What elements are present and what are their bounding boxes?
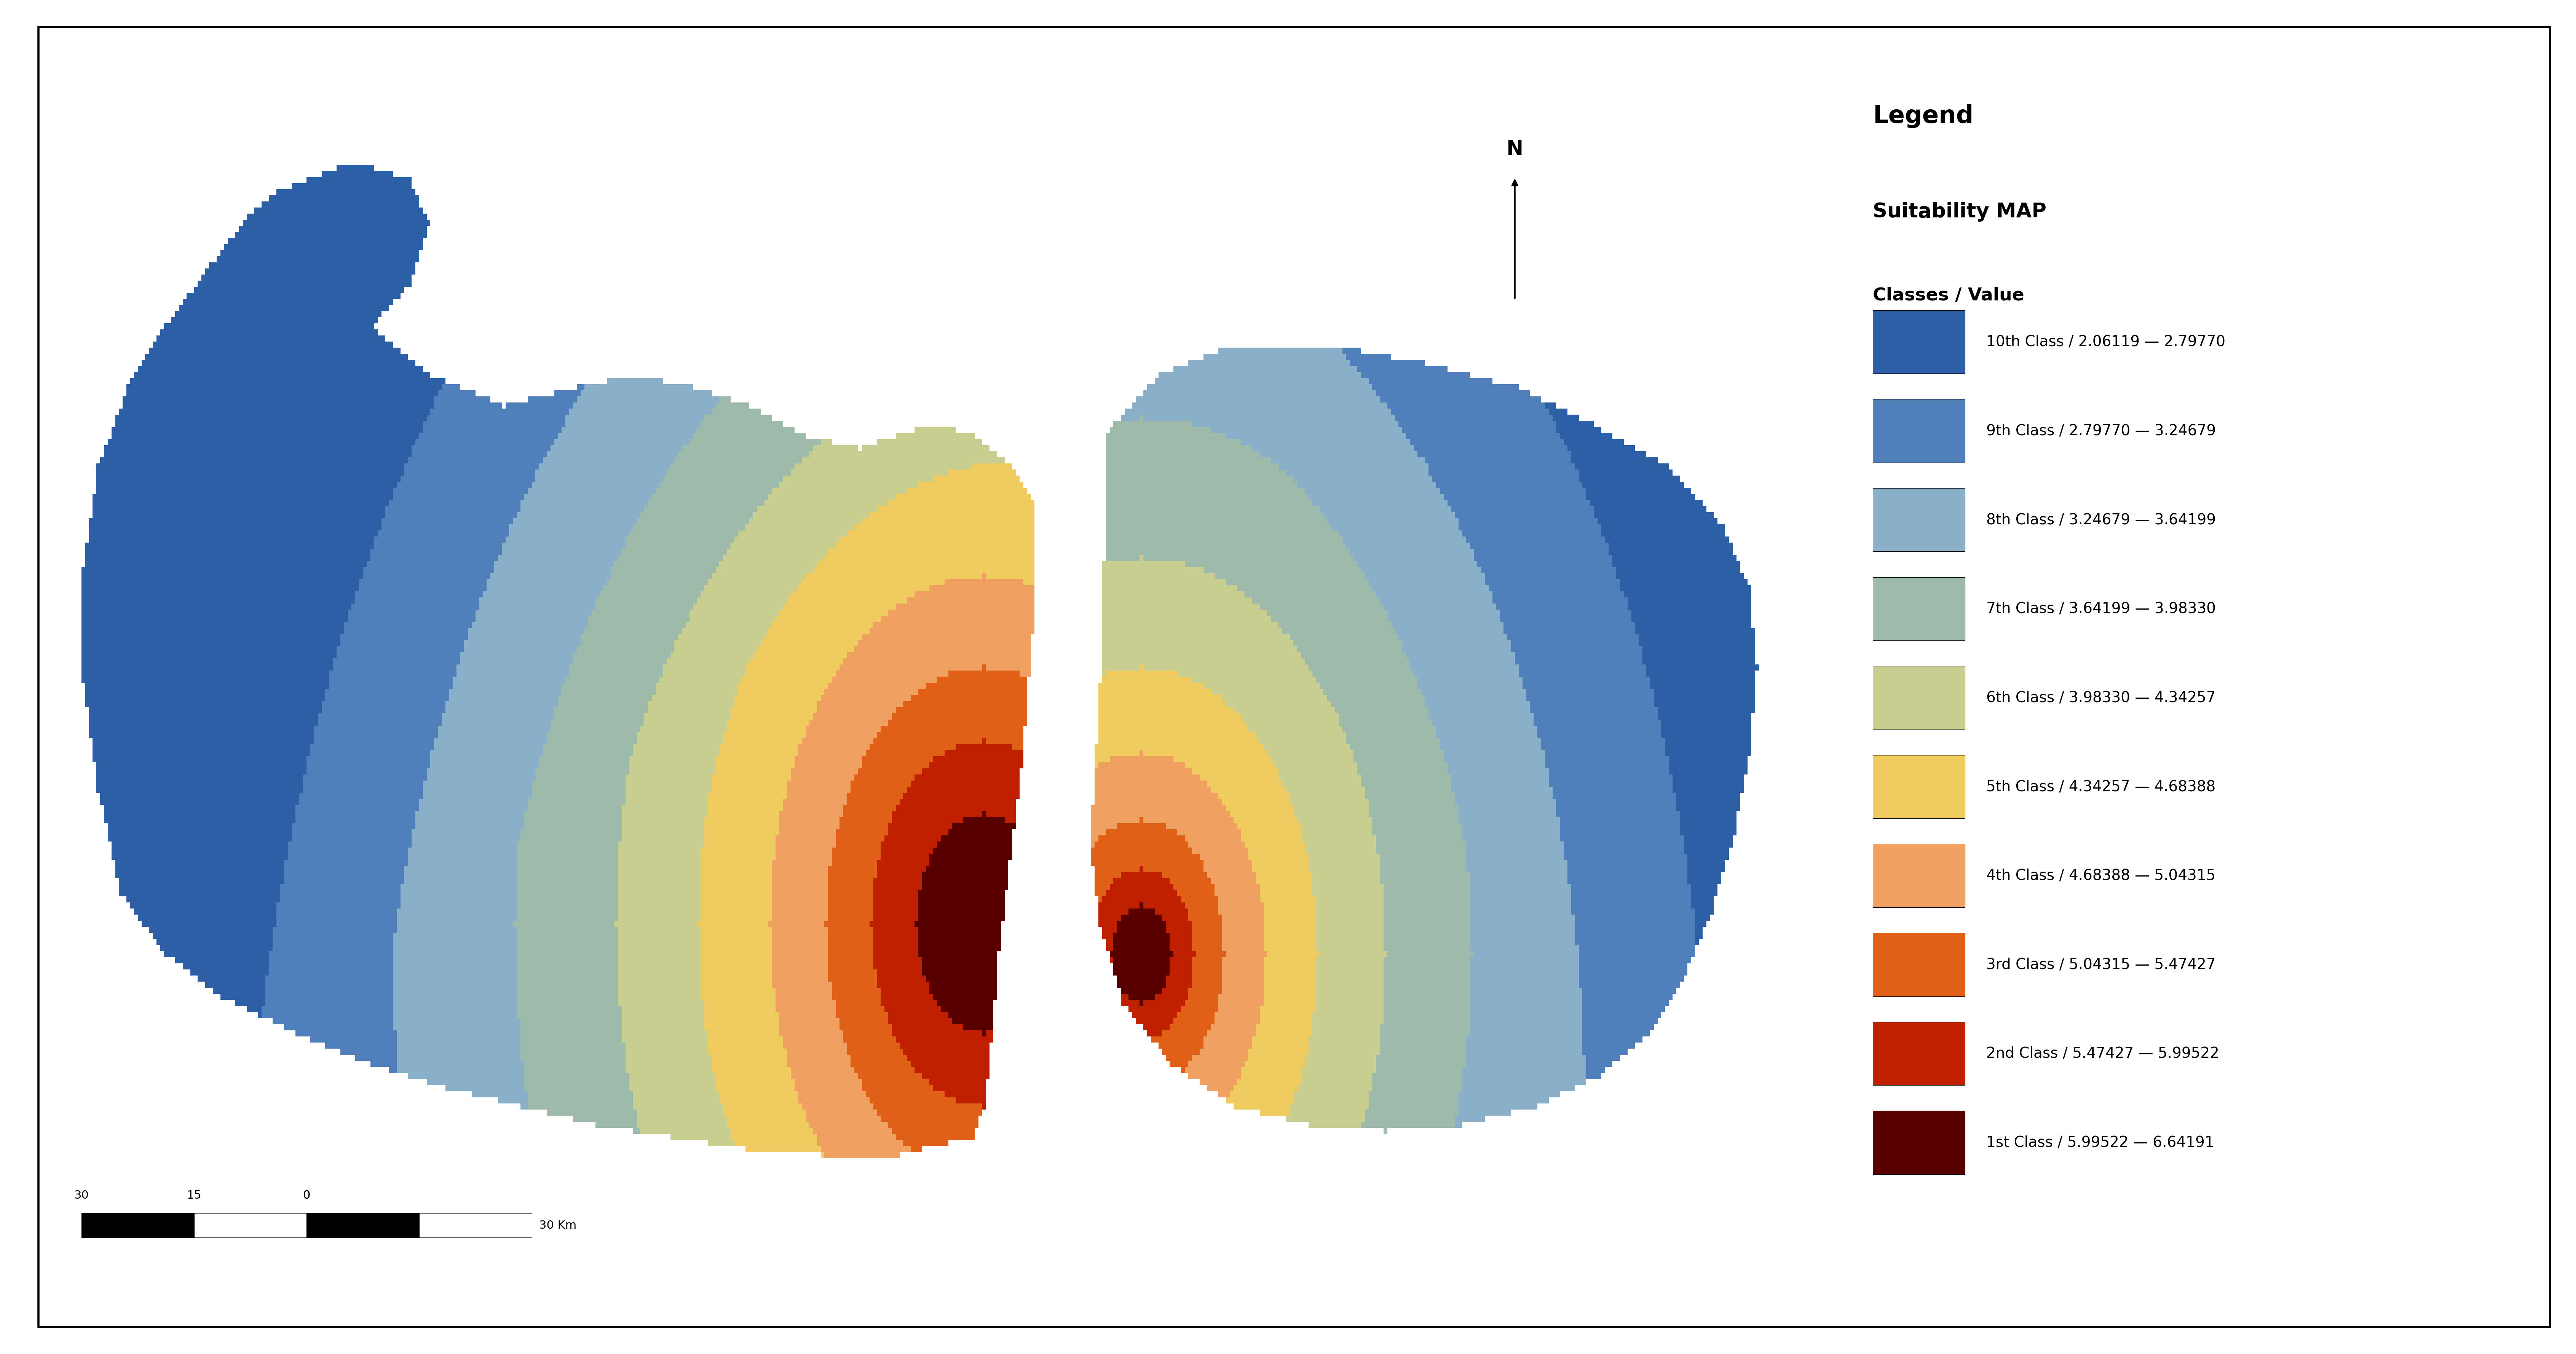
Text: 10th Class / 2.06119 — 2.79770: 10th Class / 2.06119 — 2.79770 <box>1986 334 2226 349</box>
Text: Legend: Legend <box>1873 104 1973 129</box>
Text: N: N <box>1507 139 1522 158</box>
Text: 1st Class / 5.99522 — 6.64191: 1st Class / 5.99522 — 6.64191 <box>1986 1135 2213 1150</box>
Bar <box>1873 1110 1965 1174</box>
Bar <box>307 1213 420 1238</box>
Text: 7th Class / 3.64199 — 3.98330: 7th Class / 3.64199 — 3.98330 <box>1986 601 2215 616</box>
Text: 30 Km: 30 Km <box>538 1220 577 1231</box>
Text: Suitability MAP: Suitability MAP <box>1873 202 2045 222</box>
Bar <box>1873 577 1965 640</box>
Bar <box>82 1213 193 1238</box>
Text: 0: 0 <box>304 1190 309 1201</box>
Bar <box>420 1213 531 1238</box>
Text: 9th Class / 2.79770 — 3.24679: 9th Class / 2.79770 — 3.24679 <box>1986 424 2215 439</box>
Text: 4th Class / 4.68388 — 5.04315: 4th Class / 4.68388 — 5.04315 <box>1986 868 2215 883</box>
Text: 3rd Class / 5.04315 — 5.47427: 3rd Class / 5.04315 — 5.47427 <box>1986 957 2215 972</box>
Text: Classes / Value: Classes / Value <box>1873 287 2025 305</box>
Text: 8th Class / 3.24679 — 3.64199: 8th Class / 3.24679 — 3.64199 <box>1986 513 2215 527</box>
Bar <box>1873 933 1965 997</box>
Text: 5th Class / 4.34257 — 4.68388: 5th Class / 4.34257 — 4.68388 <box>1986 780 2215 793</box>
Bar <box>1873 310 1965 374</box>
Bar <box>1873 666 1965 730</box>
Bar <box>1873 399 1965 463</box>
Text: 6th Class / 3.98330 — 4.34257: 6th Class / 3.98330 — 4.34257 <box>1986 691 2215 705</box>
Bar <box>1873 756 1965 818</box>
Bar <box>193 1213 307 1238</box>
Text: 30: 30 <box>75 1190 90 1201</box>
Text: 0: 0 <box>304 1190 309 1201</box>
Bar <box>1873 487 1965 551</box>
Bar <box>1873 844 1965 907</box>
Text: 15: 15 <box>185 1190 201 1201</box>
Bar <box>1873 1022 1965 1085</box>
Text: 2nd Class / 5.47427 — 5.99522: 2nd Class / 5.47427 — 5.99522 <box>1986 1047 2218 1060</box>
